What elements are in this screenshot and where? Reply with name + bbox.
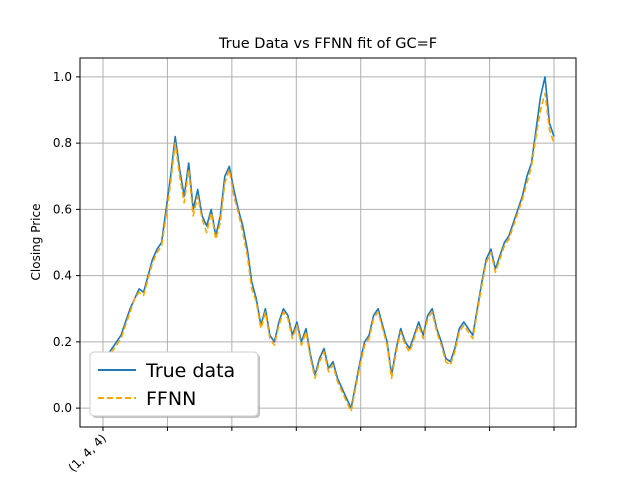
legend: True data FFNN [89,351,260,418]
chart-title: True Data vs FFNN fit of GC=F [218,36,437,52]
legend-box [89,351,259,417]
y-tick-label: 0.8 [53,136,72,150]
y-tick-label: 0.2 [53,335,72,349]
plot-frame [79,57,577,428]
y-tick-label: 1.0 [53,70,72,84]
series-line-ffnn [102,92,555,413]
series-layer [102,76,555,413]
y-axis-label: Closing Price [29,204,43,281]
y-tick-label: 0.4 [53,269,72,283]
legend-label: FFNN [146,388,196,410]
y-tick-label: 0.6 [53,202,72,216]
y-tick-label: 0.0 [53,401,72,415]
y-axis: 0.0 0.2 0.4 0.6 0.8 1.0 [53,70,80,415]
legend-label: True data [145,360,235,382]
